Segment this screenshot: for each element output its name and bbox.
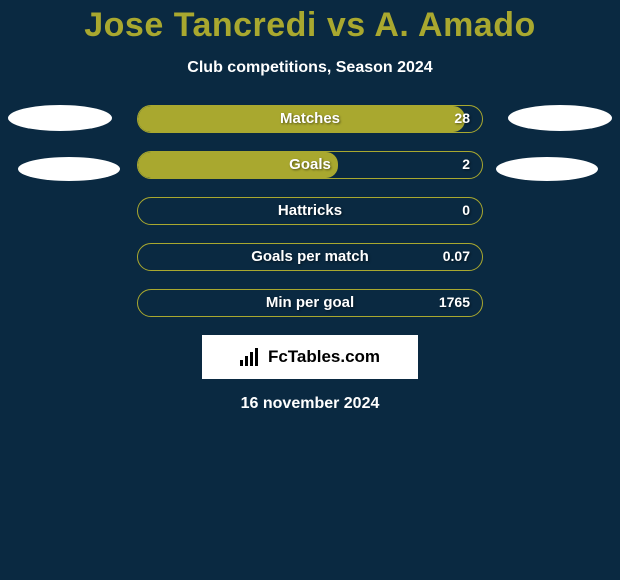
subtitle: Club competitions, Season 2024: [0, 59, 620, 77]
bar-chart-icon: [240, 348, 262, 366]
bar-label: Hattricks: [138, 198, 482, 224]
bar-label: Matches: [138, 106, 482, 132]
page-title: Jose Tancredi vs A. Amado: [0, 0, 620, 45]
bar-value: 28: [454, 106, 470, 132]
date-label: 16 november 2024: [0, 395, 620, 413]
comparison-chart: Matches 28 Goals 2 Hattricks 0 Goals per…: [0, 105, 620, 413]
player-right-ellipse-2: [496, 157, 598, 181]
bar-label: Goals per match: [138, 244, 482, 270]
bar-label: Goals: [138, 152, 482, 178]
fctables-logo: FcTables.com: [202, 335, 418, 379]
bar-label: Min per goal: [138, 290, 482, 316]
player-right-ellipse-1: [508, 105, 612, 131]
bar-row-goals: Goals 2: [137, 151, 483, 179]
bar-row-goals-per-match: Goals per match 0.07: [137, 243, 483, 271]
logo-text: FcTables.com: [268, 347, 380, 367]
bar-value: 2: [462, 152, 470, 178]
bar-value: 1765: [439, 290, 470, 316]
bar-value: 0: [462, 198, 470, 224]
bar-row-min-per-goal: Min per goal 1765: [137, 289, 483, 317]
player-left-ellipse-1: [8, 105, 112, 131]
bar-list: Matches 28 Goals 2 Hattricks 0 Goals per…: [137, 105, 483, 317]
bar-value: 0.07: [443, 244, 470, 270]
bar-row-hattricks: Hattricks 0: [137, 197, 483, 225]
player-left-ellipse-2: [18, 157, 120, 181]
bar-row-matches: Matches 28: [137, 105, 483, 133]
